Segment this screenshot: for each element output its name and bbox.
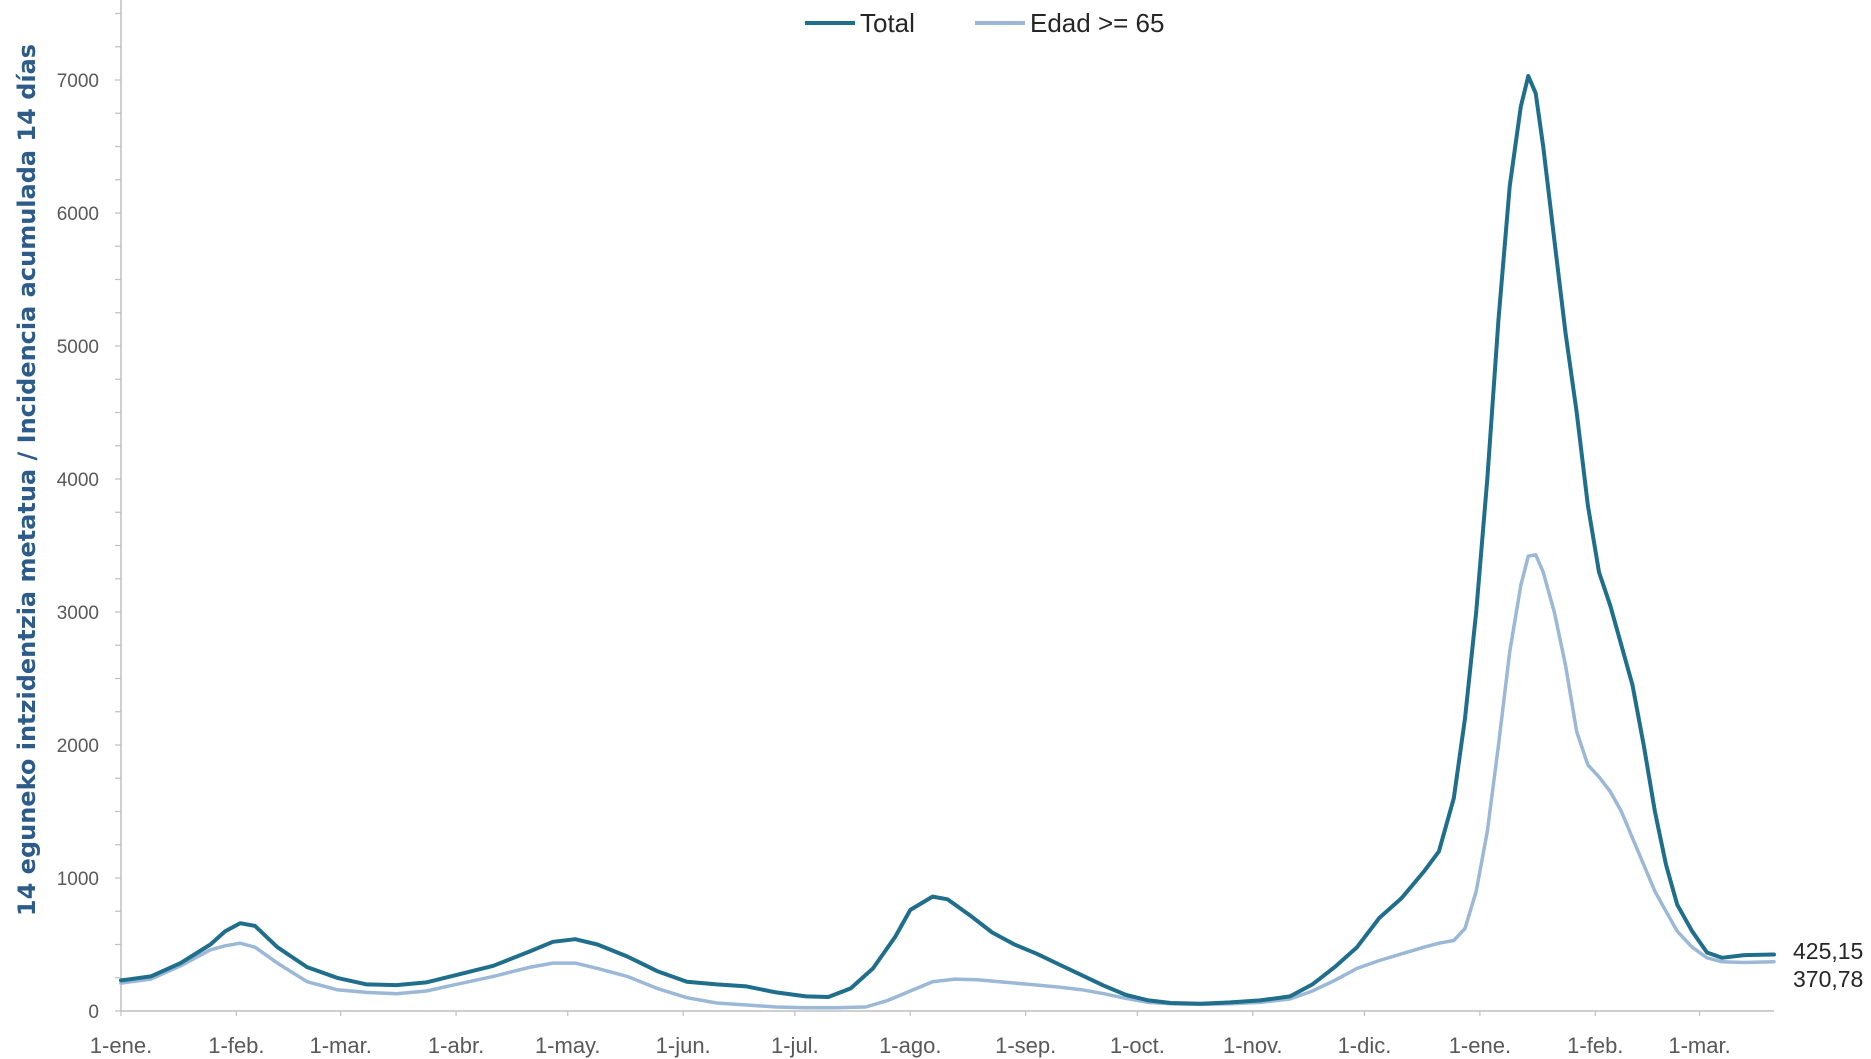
x-tick-label: 1-may. [535,1033,601,1058]
y-tick-label: 0 [88,1002,99,1023]
series-layer [119,74,1776,1010]
y-tick-label: 3000 [57,603,99,624]
series-line-total [119,74,1776,1006]
x-tick-label: 1-nov. [1223,1033,1283,1058]
x-tick-label: 1-jul. [771,1033,819,1058]
x-tick-label: 1-ene. [1449,1033,1511,1058]
y-axis: 0 1000 2000 3000 4000 5000 6000 7000 [57,0,122,1023]
x-tick-label: 1-jun. [656,1033,711,1058]
legend-entry: Edad >= 65 [1030,8,1164,38]
x-tick-label: 1-feb. [1567,1033,1623,1058]
x-tick-label: 1-sep. [995,1033,1056,1058]
y-tick-label: 5000 [57,337,99,358]
x-tick-label: 1-abr. [428,1033,484,1058]
end-value-label: 425,15 [1793,938,1863,964]
series-line-edad-65 [119,553,1776,1010]
x-axis: 1-ene. 1-feb. 1-mar. 1-abr. 1-may. 1-jun. 1-ju… [90,1010,1774,1058]
x-tick-label: 1-ago. [879,1033,941,1058]
y-tick-label: 4000 [57,470,99,491]
end-value-label: 370,78 [1793,966,1863,992]
y-axis-label: 14 eguneko intzidentzia metatua / Incide… [13,44,41,916]
x-tick-label: 1-oct. [1110,1033,1165,1058]
x-tick-label: 1-dic. [1338,1033,1392,1058]
x-tick-label: 1-mar. [309,1033,371,1058]
legend: Total Edad >= 65 [805,8,1164,38]
legend-entry: Total [860,8,915,38]
x-tick-label: 1-ene. [90,1033,152,1058]
x-tick-label: 1-mar. [1668,1033,1730,1058]
y-tick-label: 7000 [57,71,99,92]
y-tick-label: 6000 [57,204,99,225]
y-tick-label: 2000 [57,736,99,757]
x-tick-label: 1-feb. [208,1033,264,1058]
y-tick-label: 1000 [57,869,99,890]
